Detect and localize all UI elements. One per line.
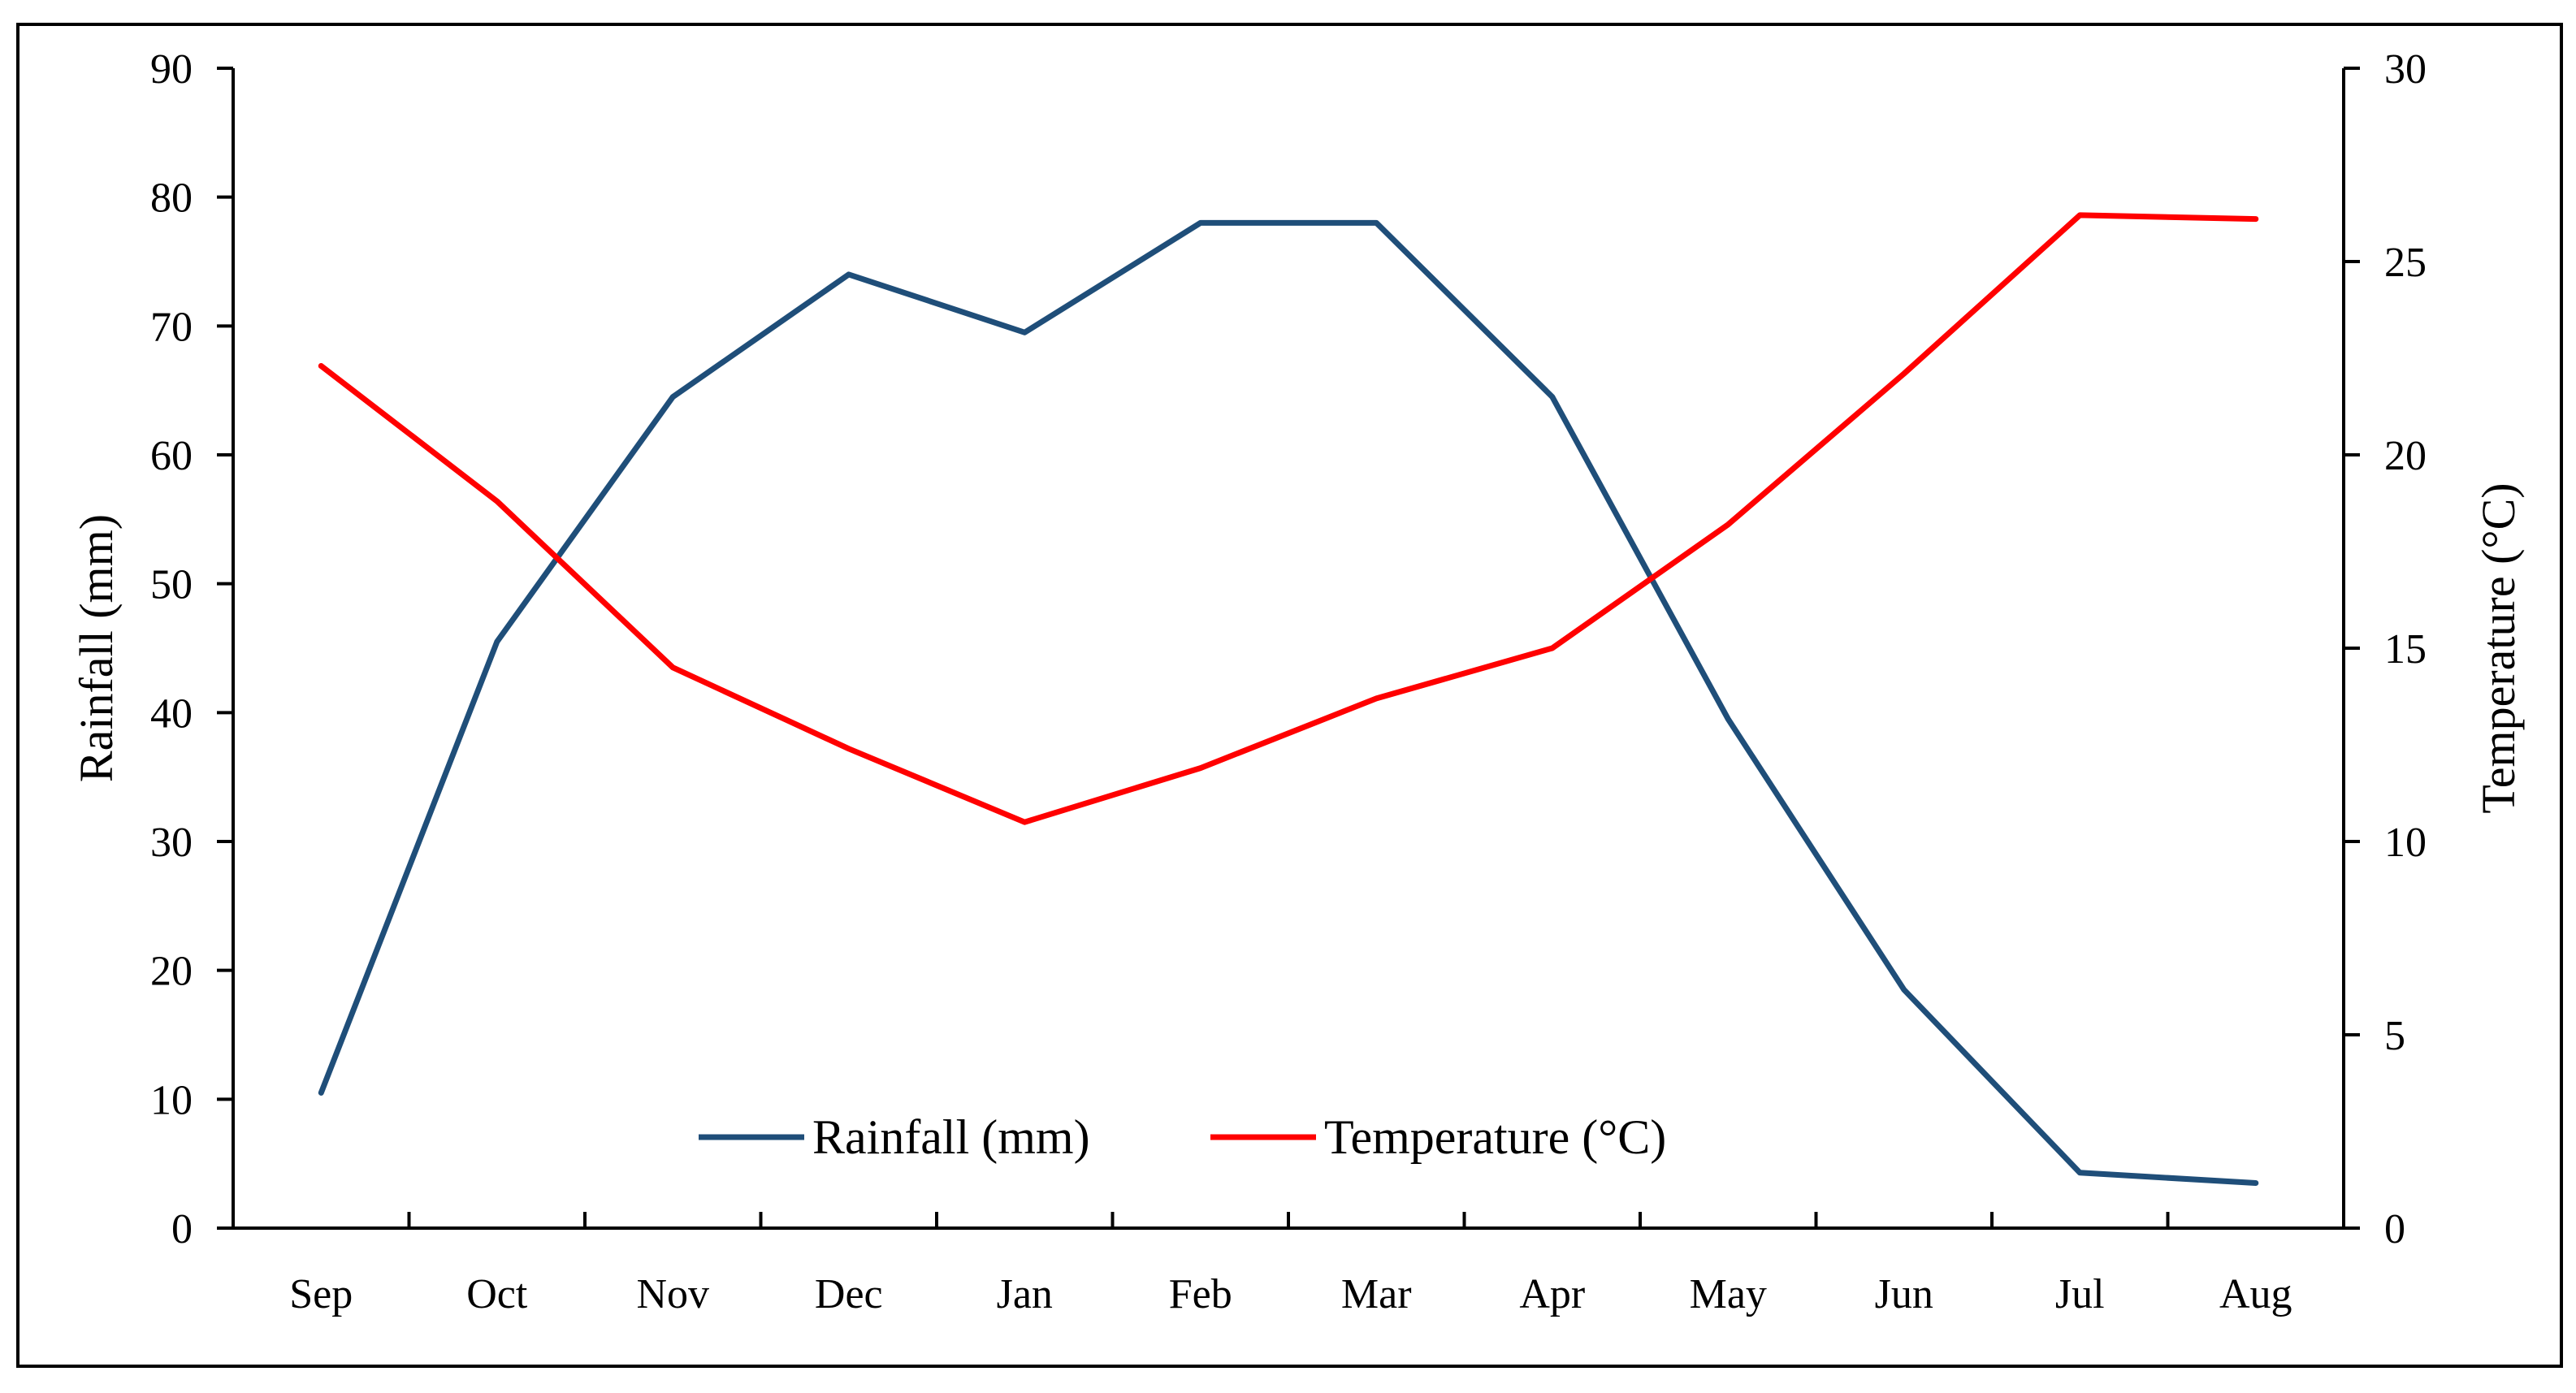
y-tick-label-right: 20 xyxy=(2384,433,2427,479)
temperature-series-line xyxy=(318,212,2259,825)
y-tick-label-left: 0 xyxy=(171,1206,193,1252)
x-tick-label: Apr xyxy=(1519,1271,1585,1317)
x-tick-label: Jun xyxy=(1875,1271,1933,1317)
legend-label-rainfall: Rainfall (mm) xyxy=(812,1110,1090,1164)
y-tick-label-right: 5 xyxy=(2384,1013,2405,1059)
x-tick-label: Jan xyxy=(997,1271,1053,1317)
x-tick-label: Sep xyxy=(289,1271,353,1317)
x-tick-label: Aug xyxy=(2219,1271,2292,1317)
series-lines xyxy=(318,212,2259,1186)
x-tick-label: Dec xyxy=(815,1271,883,1317)
y-tick-label-left: 30 xyxy=(150,820,193,866)
y-tick-label-left: 40 xyxy=(150,690,193,737)
x-tick-label: Feb xyxy=(1169,1271,1232,1317)
y-tick-label-left: 80 xyxy=(150,175,193,222)
y-tick-label-left: 70 xyxy=(150,304,193,350)
y-tick-label-right: 25 xyxy=(2384,240,2427,286)
y-tick-label-left: 60 xyxy=(150,433,193,479)
x-tick-label: Jul xyxy=(2055,1271,2105,1317)
x-tick-label: May xyxy=(1690,1271,1767,1317)
y-tick-label-right: 10 xyxy=(2384,820,2427,866)
y-tick-label-left: 10 xyxy=(150,1077,193,1123)
y-tick-label-left: 90 xyxy=(150,46,193,93)
y-axis-right-title: Temperature (°C) xyxy=(2472,482,2525,813)
y-tick-label-left: 20 xyxy=(150,949,193,995)
y-axis-left-title: Rainfall (mm) xyxy=(70,514,123,782)
legend-label-temperature: Temperature (°C) xyxy=(1324,1110,1666,1164)
y-tick-label-left: 50 xyxy=(150,562,193,608)
chart-border xyxy=(16,23,2563,1368)
y-tick-label-right: 30 xyxy=(2384,46,2427,93)
legend: Rainfall (mm) Temperature (°C) xyxy=(699,1110,1666,1164)
x-tick-label: Mar xyxy=(1341,1271,1412,1317)
y-tick-label-right: 0 xyxy=(2384,1206,2405,1252)
axes: 0 10 20 30 40 50 60 70 80 90 0 5 10 15 20 25 30 Sep Oct Nov… xyxy=(70,46,2525,1317)
x-tick-label: Nov xyxy=(636,1271,709,1317)
x-tick-label: Oct xyxy=(466,1271,528,1317)
rainfall-series-line xyxy=(318,219,2259,1186)
y-tick-label-right: 15 xyxy=(2384,626,2427,673)
